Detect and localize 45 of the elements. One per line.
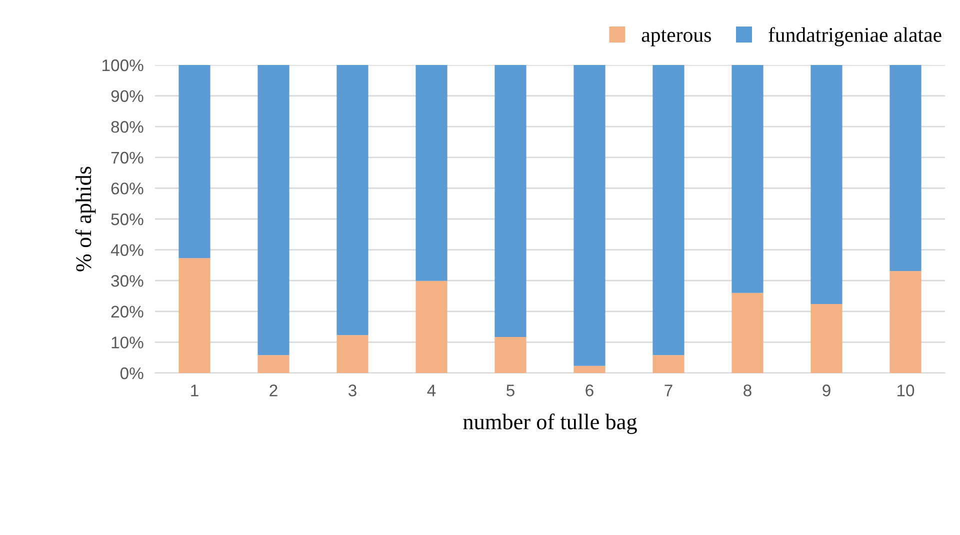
bar — [336, 65, 368, 336]
bar — [810, 65, 842, 304]
x-tick-label: 6 — [586, 384, 594, 396]
bar — [652, 65, 684, 356]
y-tick-label: 60% — [111, 182, 144, 194]
y-tick-label: 30% — [111, 275, 144, 287]
x-tick-label: 3 — [348, 384, 356, 396]
bar — [574, 366, 606, 373]
x-tick-label: 4 — [427, 384, 436, 396]
bar — [494, 65, 526, 337]
bar — [178, 258, 210, 373]
y-tick-label: 50% — [111, 213, 144, 226]
bar — [890, 65, 922, 272]
y-axis-title: % of aphids — [75, 166, 96, 272]
y-tick-label: 40% — [110, 244, 144, 256]
x-tick-label: 7 — [664, 384, 672, 396]
y-tick-label: 20% — [111, 306, 144, 318]
bar — [178, 65, 210, 258]
bar — [810, 304, 842, 373]
x-tick-label: 9 — [822, 384, 830, 396]
legend-label: apterous — [642, 30, 711, 46]
y-tick-label: 70% — [111, 152, 144, 164]
x-tick-label: 2 — [270, 384, 278, 396]
y-tick-label: 80% — [111, 121, 144, 133]
x-tick-label: 5 — [506, 384, 514, 396]
y-tick-label: 90% — [111, 90, 144, 102]
bar — [652, 355, 684, 373]
bar — [416, 65, 448, 281]
bar — [336, 335, 368, 373]
x-axis-title: number of tulle bag — [463, 414, 637, 434]
bar — [732, 65, 764, 293]
bar — [258, 65, 290, 356]
bar — [494, 336, 526, 373]
x-tick-label: 1 — [191, 384, 198, 396]
bar — [890, 271, 922, 373]
y-tick-label: 100% — [102, 59, 144, 72]
x-tick-label: 10 — [898, 384, 914, 396]
bar — [416, 280, 448, 373]
bar — [258, 355, 290, 373]
x-tick-label: 8 — [744, 384, 752, 396]
bar — [732, 292, 764, 373]
y-tick-label: 0% — [120, 367, 144, 380]
legend-label: fundatrigeniae alatae — [768, 27, 942, 46]
bar — [574, 65, 606, 366]
y-tick-label: 10% — [112, 336, 144, 348]
